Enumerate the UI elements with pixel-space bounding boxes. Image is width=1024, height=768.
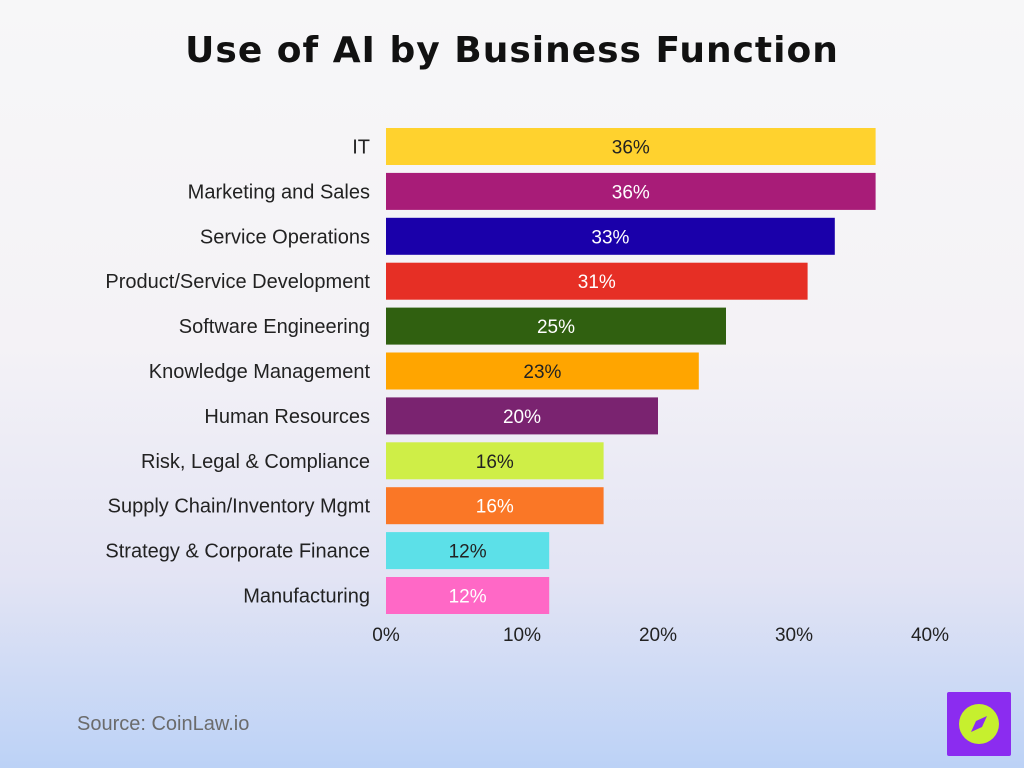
bar-value-label: 31%: [578, 272, 616, 293]
category-label: Strategy & Corporate Finance: [105, 541, 370, 563]
x-tick-label: 40%: [911, 625, 949, 646]
compass-icon: [959, 704, 999, 744]
category-label: Knowledge Management: [149, 361, 371, 383]
x-tick-label: 30%: [775, 625, 813, 646]
bar-value-label: 16%: [476, 497, 514, 518]
bar-value-label: 23%: [523, 362, 561, 383]
bar-chart: IT 36% Marketing and Sales 36% Service Opera…: [105, 128, 949, 646]
category-label: Human Resources: [204, 406, 370, 428]
category-label: Manufacturing: [243, 586, 370, 608]
bar-value-label: 12%: [449, 587, 487, 608]
bar: [386, 487, 604, 525]
logo-badge: [947, 692, 1011, 756]
bar: [386, 262, 808, 300]
x-tick-label: 0%: [372, 625, 400, 646]
category-label: Product/Service Development: [105, 271, 370, 293]
x-tick-label: 10%: [503, 625, 541, 646]
bar-value-label: 36%: [612, 182, 650, 203]
bar-value-label: 25%: [537, 317, 575, 338]
bar: [386, 307, 726, 345]
bar: [386, 128, 876, 165]
category-label: Supply Chain/Inventory Mgmt: [108, 496, 371, 518]
bar: [386, 442, 604, 480]
bar: [386, 397, 658, 435]
bar-value-label: 12%: [449, 542, 487, 563]
bar: [386, 532, 550, 570]
bar-value-label: 36%: [612, 138, 650, 159]
category-label: IT: [352, 137, 370, 159]
bar: [386, 217, 835, 255]
bar: [386, 172, 876, 210]
chart-title: Use of AI by Business Function: [185, 30, 839, 71]
category-label: Risk, Legal & Compliance: [141, 451, 370, 473]
x-tick-label: 20%: [639, 625, 677, 646]
bar-value-label: 16%: [476, 452, 514, 473]
bar-value-label: 20%: [503, 407, 541, 428]
bar: [386, 577, 550, 614]
category-label: Software Engineering: [179, 316, 370, 338]
bar-value-label: 33%: [591, 227, 629, 248]
category-label: Marketing and Sales: [188, 181, 370, 203]
source-note: Source: CoinLaw.io: [77, 713, 250, 735]
bar: [386, 352, 699, 390]
category-label: Service Operations: [200, 226, 370, 248]
